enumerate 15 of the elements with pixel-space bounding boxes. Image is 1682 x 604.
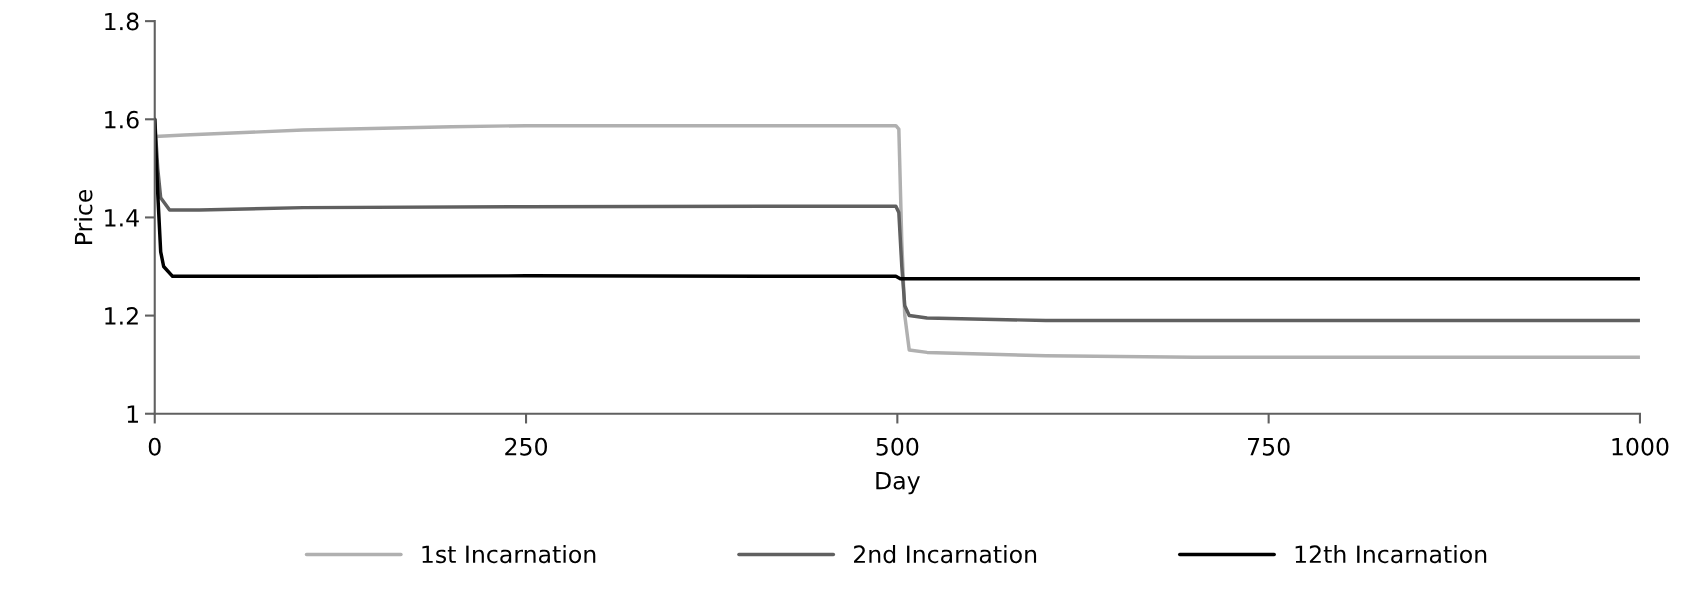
y-tick-label: 1.4 — [105, 209, 139, 227]
x-tick-label: 750 — [1248, 437, 1290, 456]
x-axis-title: Day — [876, 472, 920, 495]
x-tick-label: 0 — [148, 437, 161, 456]
legend-label: 2nd Incarnation — [853, 544, 1037, 564]
x-tick-label: 250 — [505, 437, 548, 456]
y-tick-label: 1.8 — [105, 12, 139, 31]
y-tick-label: 1.6 — [105, 110, 139, 129]
y-axis-title: Price — [74, 189, 93, 244]
x-tick-label: 500 — [876, 437, 919, 456]
y-tick-label: 1.2 — [105, 307, 138, 325]
y-tick-label: 1 — [127, 405, 138, 423]
legend-label: 12th Incarnation — [1295, 544, 1487, 564]
legend-label: 1st Incarnation — [422, 544, 596, 564]
x-tick-label: 1000 — [1612, 437, 1669, 456]
